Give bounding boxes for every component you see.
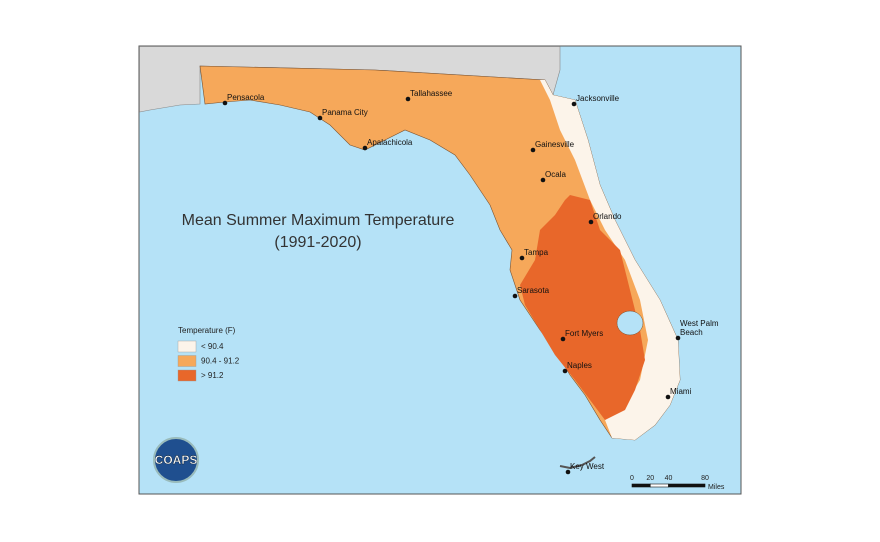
city-dot [540, 177, 546, 183]
zone-hot [520, 195, 645, 420]
scale-label: 40 [665, 475, 673, 482]
city-dot [565, 469, 571, 475]
city-dot [405, 96, 411, 102]
city-label: Pensacola [227, 93, 265, 102]
scale-label: 20 [646, 475, 654, 482]
legend-swatch [177, 340, 197, 353]
city-label: Tallahassee [410, 89, 453, 98]
scale-segment [649, 483, 669, 488]
city-label: Ocala [545, 170, 566, 179]
city-label: Fort Myers [565, 329, 604, 338]
city-dot [560, 336, 566, 342]
scale-label: 0 [630, 475, 634, 482]
lake-okeechobee [616, 310, 644, 336]
logo-text: COAPS [155, 453, 198, 467]
city-label: Miami [670, 387, 692, 396]
city-label: Gainesville [535, 140, 575, 149]
coaps-logo: COAPS [153, 437, 199, 483]
city-dot [562, 368, 568, 374]
city-dot [222, 100, 228, 106]
city-dot [512, 293, 518, 299]
city-label: Tampa [524, 248, 549, 257]
scale-segment [631, 483, 651, 488]
city-dot [530, 147, 536, 153]
city-label: Apalachicola [367, 138, 413, 147]
city-label: Naples [567, 361, 592, 370]
legend-title: Temperature (F) [178, 326, 236, 335]
florida-keys [559, 456, 596, 470]
city-label: West Palm Beach [680, 319, 719, 337]
city-dot [519, 255, 525, 261]
zone-cool [540, 80, 680, 440]
city-label: Jacksonville [576, 94, 620, 103]
scale-label: 80 [701, 475, 709, 482]
city-dot [362, 145, 368, 151]
city-dot [675, 335, 681, 341]
scale-segment [668, 483, 706, 488]
city-dot [571, 101, 577, 107]
legend-label: > 91.2 [201, 371, 224, 380]
legend-swatch [177, 369, 197, 382]
logo-globe [153, 437, 199, 483]
city-label: Panama City [322, 108, 368, 117]
map-title: Mean Summer Maximum Temperature [182, 212, 455, 229]
city-dot [317, 115, 323, 121]
city-label: Key West [570, 462, 605, 471]
legend-label: < 90.4 [201, 342, 224, 351]
map-subtitle: (1991-2020) [274, 234, 361, 251]
city-dot [665, 394, 671, 400]
city-label: Sarasota [517, 286, 550, 295]
scale-unit: Miles [708, 484, 725, 491]
legend-swatch [177, 355, 197, 367]
city-label: Orlando [593, 212, 622, 221]
city-dot [588, 219, 594, 225]
legend-label: 90.4 - 91.2 [201, 357, 240, 366]
